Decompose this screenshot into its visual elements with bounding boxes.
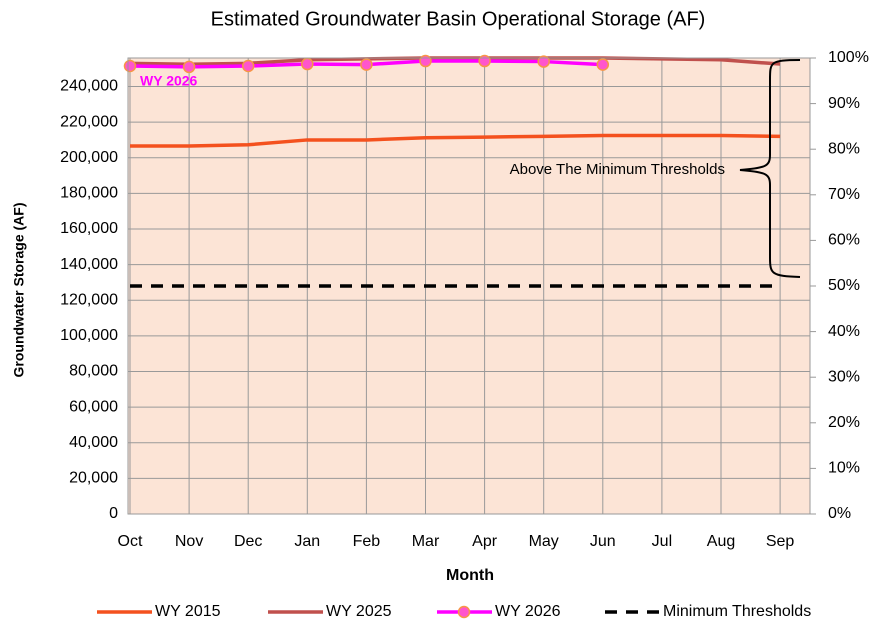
series-marker (182, 60, 196, 74)
x-tick-label: Jan (294, 533, 320, 550)
series-marker (301, 57, 314, 71)
y2-tick-label: 40% (828, 323, 860, 340)
x-tick-label: Nov (175, 533, 203, 550)
y-tick-label: 220,000 (60, 113, 118, 130)
y-tick-label: 100,000 (60, 327, 118, 344)
x-tick-label: Feb (353, 533, 381, 550)
x-tick-label: Dec (234, 533, 262, 550)
y-tick-label: 180,000 (60, 185, 118, 202)
y-tick-label: 240,000 (60, 78, 118, 95)
y-tick-label: 60,000 (69, 398, 118, 415)
y2-tick-label: 10% (828, 460, 860, 477)
series-line (130, 133, 781, 148)
chart-title: Estimated Groundwater Basin Operational … (211, 8, 706, 30)
series-marker (123, 59, 137, 73)
series-marker (537, 55, 550, 68)
legend-label: WY 2025 (326, 603, 392, 620)
annotation: WY 2026 (140, 73, 198, 89)
y-tick-label: 160,000 (60, 220, 118, 237)
x-tick-label: May (529, 533, 559, 550)
legend-marker (457, 605, 471, 619)
series-marker (478, 54, 491, 68)
y-tick-label: 20,000 (69, 470, 118, 487)
y-tick-label: 200,000 (60, 149, 118, 166)
series-marker (596, 58, 610, 71)
x-axis-label: Month (446, 567, 494, 584)
y2-tick-label: 50% (828, 277, 860, 294)
x-tick-label: Apr (472, 533, 498, 550)
y2-tick-label: 90% (828, 95, 860, 112)
y2-tick-label: 0% (828, 505, 851, 522)
series-marker (241, 59, 255, 73)
annotation: Above The Minimum Thresholds (510, 161, 725, 178)
legend-label: WY 2026 (495, 603, 561, 620)
legend-label: Minimum Thresholds (663, 603, 811, 620)
brace (739, 59, 801, 278)
series-marker (419, 54, 432, 68)
x-tick-label: Mar (412, 533, 440, 550)
series-marker (360, 58, 373, 71)
y-tick-label: 140,000 (60, 256, 118, 273)
y-tick-label: 80,000 (69, 363, 118, 380)
x-tick-label: Sep (766, 533, 795, 550)
x-tick-label: Jul (652, 533, 672, 550)
legend-label: WY 2015 (155, 603, 221, 620)
y-tick-label: 120,000 (60, 291, 118, 308)
y2-tick-label: 60% (828, 232, 860, 249)
y2-tick-label: 80% (828, 140, 860, 157)
y2-tick-label: 100% (828, 49, 869, 66)
x-tick-label: Aug (707, 533, 735, 550)
y2-tick-label: 20% (828, 414, 860, 431)
y-tick-label: 0 (109, 505, 118, 522)
x-tick-label: Oct (118, 533, 143, 550)
y-tick-label: 40,000 (69, 434, 118, 451)
y2-tick-label: 30% (828, 368, 860, 385)
x-tick-label: Jun (590, 533, 616, 550)
y2-tick-label: 70% (828, 186, 860, 203)
y-axis-label: Groundwater Storage (AF) (11, 202, 27, 377)
